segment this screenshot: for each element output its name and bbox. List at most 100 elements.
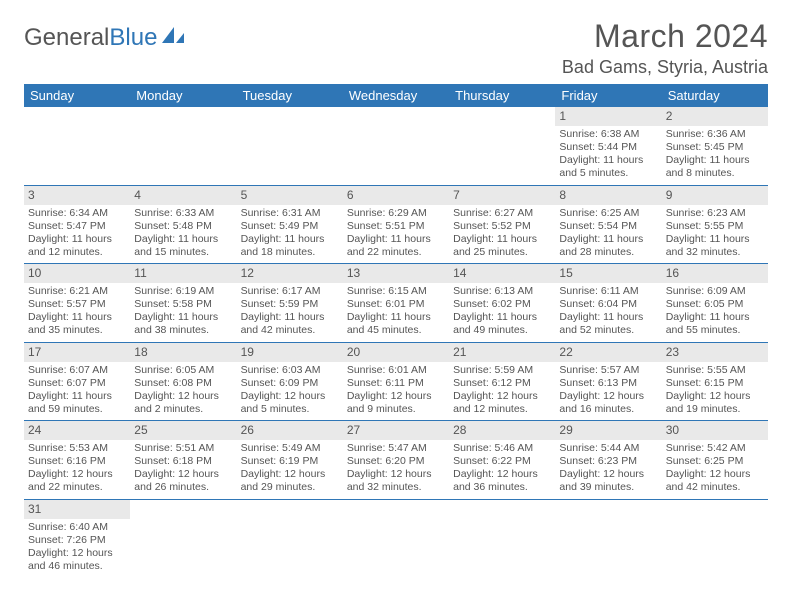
dow-friday: Friday (555, 84, 661, 107)
sunset-text: Sunset: 6:07 PM (28, 377, 126, 390)
sunset-text: Sunset: 5:57 PM (28, 298, 126, 311)
day-cell-empty (130, 107, 236, 185)
day-cell: 15Sunrise: 6:11 AMSunset: 6:04 PMDayligh… (555, 264, 661, 342)
sunset-text: Sunset: 5:48 PM (134, 220, 232, 233)
sunset-text: Sunset: 5:45 PM (666, 141, 764, 154)
daylight-text: Daylight: 11 hours and 35 minutes. (28, 311, 126, 337)
day-cell: 10 Sunrise: 6:21 AMSunset: 5:57 PMDayligh… (24, 264, 130, 342)
dow-thursday: Thursday (449, 84, 555, 107)
day-number: 15 (555, 264, 661, 283)
daylight-text: Daylight: 11 hours and 52 minutes. (559, 311, 657, 337)
sunset-text: Sunset: 5:51 PM (347, 220, 445, 233)
daylight-text: Daylight: 11 hours and 5 minutes. (559, 154, 657, 180)
month-title: March 2024 (562, 18, 768, 55)
daylight-text: Daylight: 11 hours and 59 minutes. (28, 390, 126, 416)
sunrise-text: Sunrise: 5:53 AM (28, 442, 126, 455)
sunset-text: Sunset: 6:08 PM (134, 377, 232, 390)
sunset-text: Sunset: 6:09 PM (241, 377, 339, 390)
sunrise-text: Sunrise: 5:59 AM (453, 364, 551, 377)
sunrise-text: Sunrise: 6:05 AM (134, 364, 232, 377)
day-cell: 1Sunrise: 6:38 AMSunset: 5:44 PMDaylight… (555, 107, 661, 185)
daylight-text: Daylight: 12 hours and 29 minutes. (241, 468, 339, 494)
day-cell-empty (662, 500, 768, 578)
day-number: 14 (449, 264, 555, 283)
sunset-text: Sunset: 6:12 PM (453, 377, 551, 390)
day-cell: 8Sunrise: 6:25 AMSunset: 5:54 PMDaylight… (555, 186, 661, 264)
day-cell: 6Sunrise: 6:29 AMSunset: 5:51 PMDaylight… (343, 186, 449, 264)
day-number: 5 (237, 186, 343, 205)
sunset-text: Sunset: 6:01 PM (347, 298, 445, 311)
daylight-text: Daylight: 11 hours and 18 minutes. (241, 233, 339, 259)
calendar-grid: Sunday Monday Tuesday Wednesday Thursday… (24, 84, 768, 577)
sunset-text: Sunset: 5:47 PM (28, 220, 126, 233)
day-number: 31 (24, 500, 130, 519)
daylight-text: Daylight: 11 hours and 12 minutes. (28, 233, 126, 259)
calendar-page: GeneralBlue March 2024 Bad Gams, Styria,… (0, 0, 792, 587)
day-cell: 17 Sunrise: 6:07 AMSunset: 6:07 PMDayligh… (24, 343, 130, 421)
day-number: 19 (237, 343, 343, 362)
location-text: Bad Gams, Styria, Austria (562, 57, 768, 78)
daylight-text: Daylight: 11 hours and 25 minutes. (453, 233, 551, 259)
daylight-text: Daylight: 11 hours and 38 minutes. (134, 311, 232, 337)
week-row: 24Sunrise: 5:53 AMSunset: 6:16 PMDayligh… (24, 421, 768, 500)
day-cell: 13 Sunrise: 6:15 AMSunset: 6:01 PMDayligh… (343, 264, 449, 342)
sunset-text: Sunset: 5:58 PM (134, 298, 232, 311)
sunrise-text: Sunrise: 6:07 AM (28, 364, 126, 377)
daylight-text: Daylight: 11 hours and 45 minutes. (347, 311, 445, 337)
daylight-text: Daylight: 11 hours and 28 minutes. (559, 233, 657, 259)
dow-tuesday: Tuesday (237, 84, 343, 107)
brand-word-1: General (24, 24, 109, 52)
week-row: 17Sunrise: 6:07 AMSunset: 6:07 PMDayligh… (24, 343, 768, 422)
week-row: 10Sunrise: 6:21 AMSunset: 5:57 PMDayligh… (24, 264, 768, 343)
sunrise-text: Sunrise: 6:25 AM (559, 207, 657, 220)
daylight-text: Daylight: 12 hours and 5 minutes. (241, 390, 339, 416)
day-number: 17 (24, 343, 130, 362)
sunrise-text: Sunrise: 6:21 AM (28, 285, 126, 298)
daylight-text: Daylight: 11 hours and 32 minutes. (666, 233, 764, 259)
dow-wednesday: Wednesday (343, 84, 449, 107)
sunrise-text: Sunrise: 5:44 AM (559, 442, 657, 455)
sunrise-text: Sunrise: 6:27 AM (453, 207, 551, 220)
day-cell: 9Sunrise: 6:23 AMSunset: 5:55 PMDaylight… (662, 186, 768, 264)
sunrise-text: Sunrise: 6:38 AM (559, 128, 657, 141)
day-number: 6 (343, 186, 449, 205)
day-number: 1 (555, 107, 661, 126)
day-number: 21 (449, 343, 555, 362)
day-cell: 21Sunrise: 5:59 AMSunset: 6:12 PMDayligh… (449, 343, 555, 421)
daylight-text: Daylight: 12 hours and 19 minutes. (666, 390, 764, 416)
day-cell-empty (449, 107, 555, 185)
sunset-text: Sunset: 5:49 PM (241, 220, 339, 233)
day-number: 22 (555, 343, 661, 362)
sunset-text: Sunset: 5:55 PM (666, 220, 764, 233)
sunset-text: Sunset: 6:13 PM (559, 377, 657, 390)
daylight-text: Daylight: 12 hours and 42 minutes. (666, 468, 764, 494)
sunset-text: Sunset: 6:16 PM (28, 455, 126, 468)
day-cell: 26Sunrise: 5:49 AMSunset: 6:19 PMDayligh… (237, 421, 343, 499)
sunset-text: Sunset: 6:18 PM (134, 455, 232, 468)
sunrise-text: Sunrise: 6:03 AM (241, 364, 339, 377)
sunrise-text: Sunrise: 6:11 AM (559, 285, 657, 298)
brand-word-2: Blue (109, 24, 157, 52)
daylight-text: Daylight: 11 hours and 49 minutes. (453, 311, 551, 337)
sunrise-text: Sunrise: 6:19 AM (134, 285, 232, 298)
week-row: 1Sunrise: 6:38 AMSunset: 5:44 PMDaylight… (24, 107, 768, 186)
day-cell: 31Sunrise: 6:40 AMSunset: 7:26 PMDayligh… (24, 500, 130, 578)
day-cell: 23Sunrise: 5:55 AMSunset: 6:15 PMDayligh… (662, 343, 768, 421)
sunrise-text: Sunrise: 6:15 AM (347, 285, 445, 298)
sunset-text: Sunset: 7:26 PM (28, 534, 126, 547)
day-cell: 16Sunrise: 6:09 AMSunset: 6:05 PMDayligh… (662, 264, 768, 342)
sunrise-text: Sunrise: 5:51 AM (134, 442, 232, 455)
day-cell: 28Sunrise: 5:46 AMSunset: 6:22 PMDayligh… (449, 421, 555, 499)
day-number: 27 (343, 421, 449, 440)
day-number: 3 (24, 186, 130, 205)
day-number: 13 (343, 264, 449, 283)
day-number: 10 (24, 264, 130, 283)
daylight-text: Daylight: 12 hours and 9 minutes. (347, 390, 445, 416)
sunset-text: Sunset: 6:20 PM (347, 455, 445, 468)
dow-sunday: Sunday (24, 84, 130, 107)
day-cell: 4Sunrise: 6:33 AMSunset: 5:48 PMDaylight… (130, 186, 236, 264)
week-row: 3Sunrise: 6:34 AMSunset: 5:47 PMDaylight… (24, 186, 768, 265)
day-number: 29 (555, 421, 661, 440)
sunrise-text: Sunrise: 6:13 AM (453, 285, 551, 298)
daylight-text: Daylight: 12 hours and 2 minutes. (134, 390, 232, 416)
